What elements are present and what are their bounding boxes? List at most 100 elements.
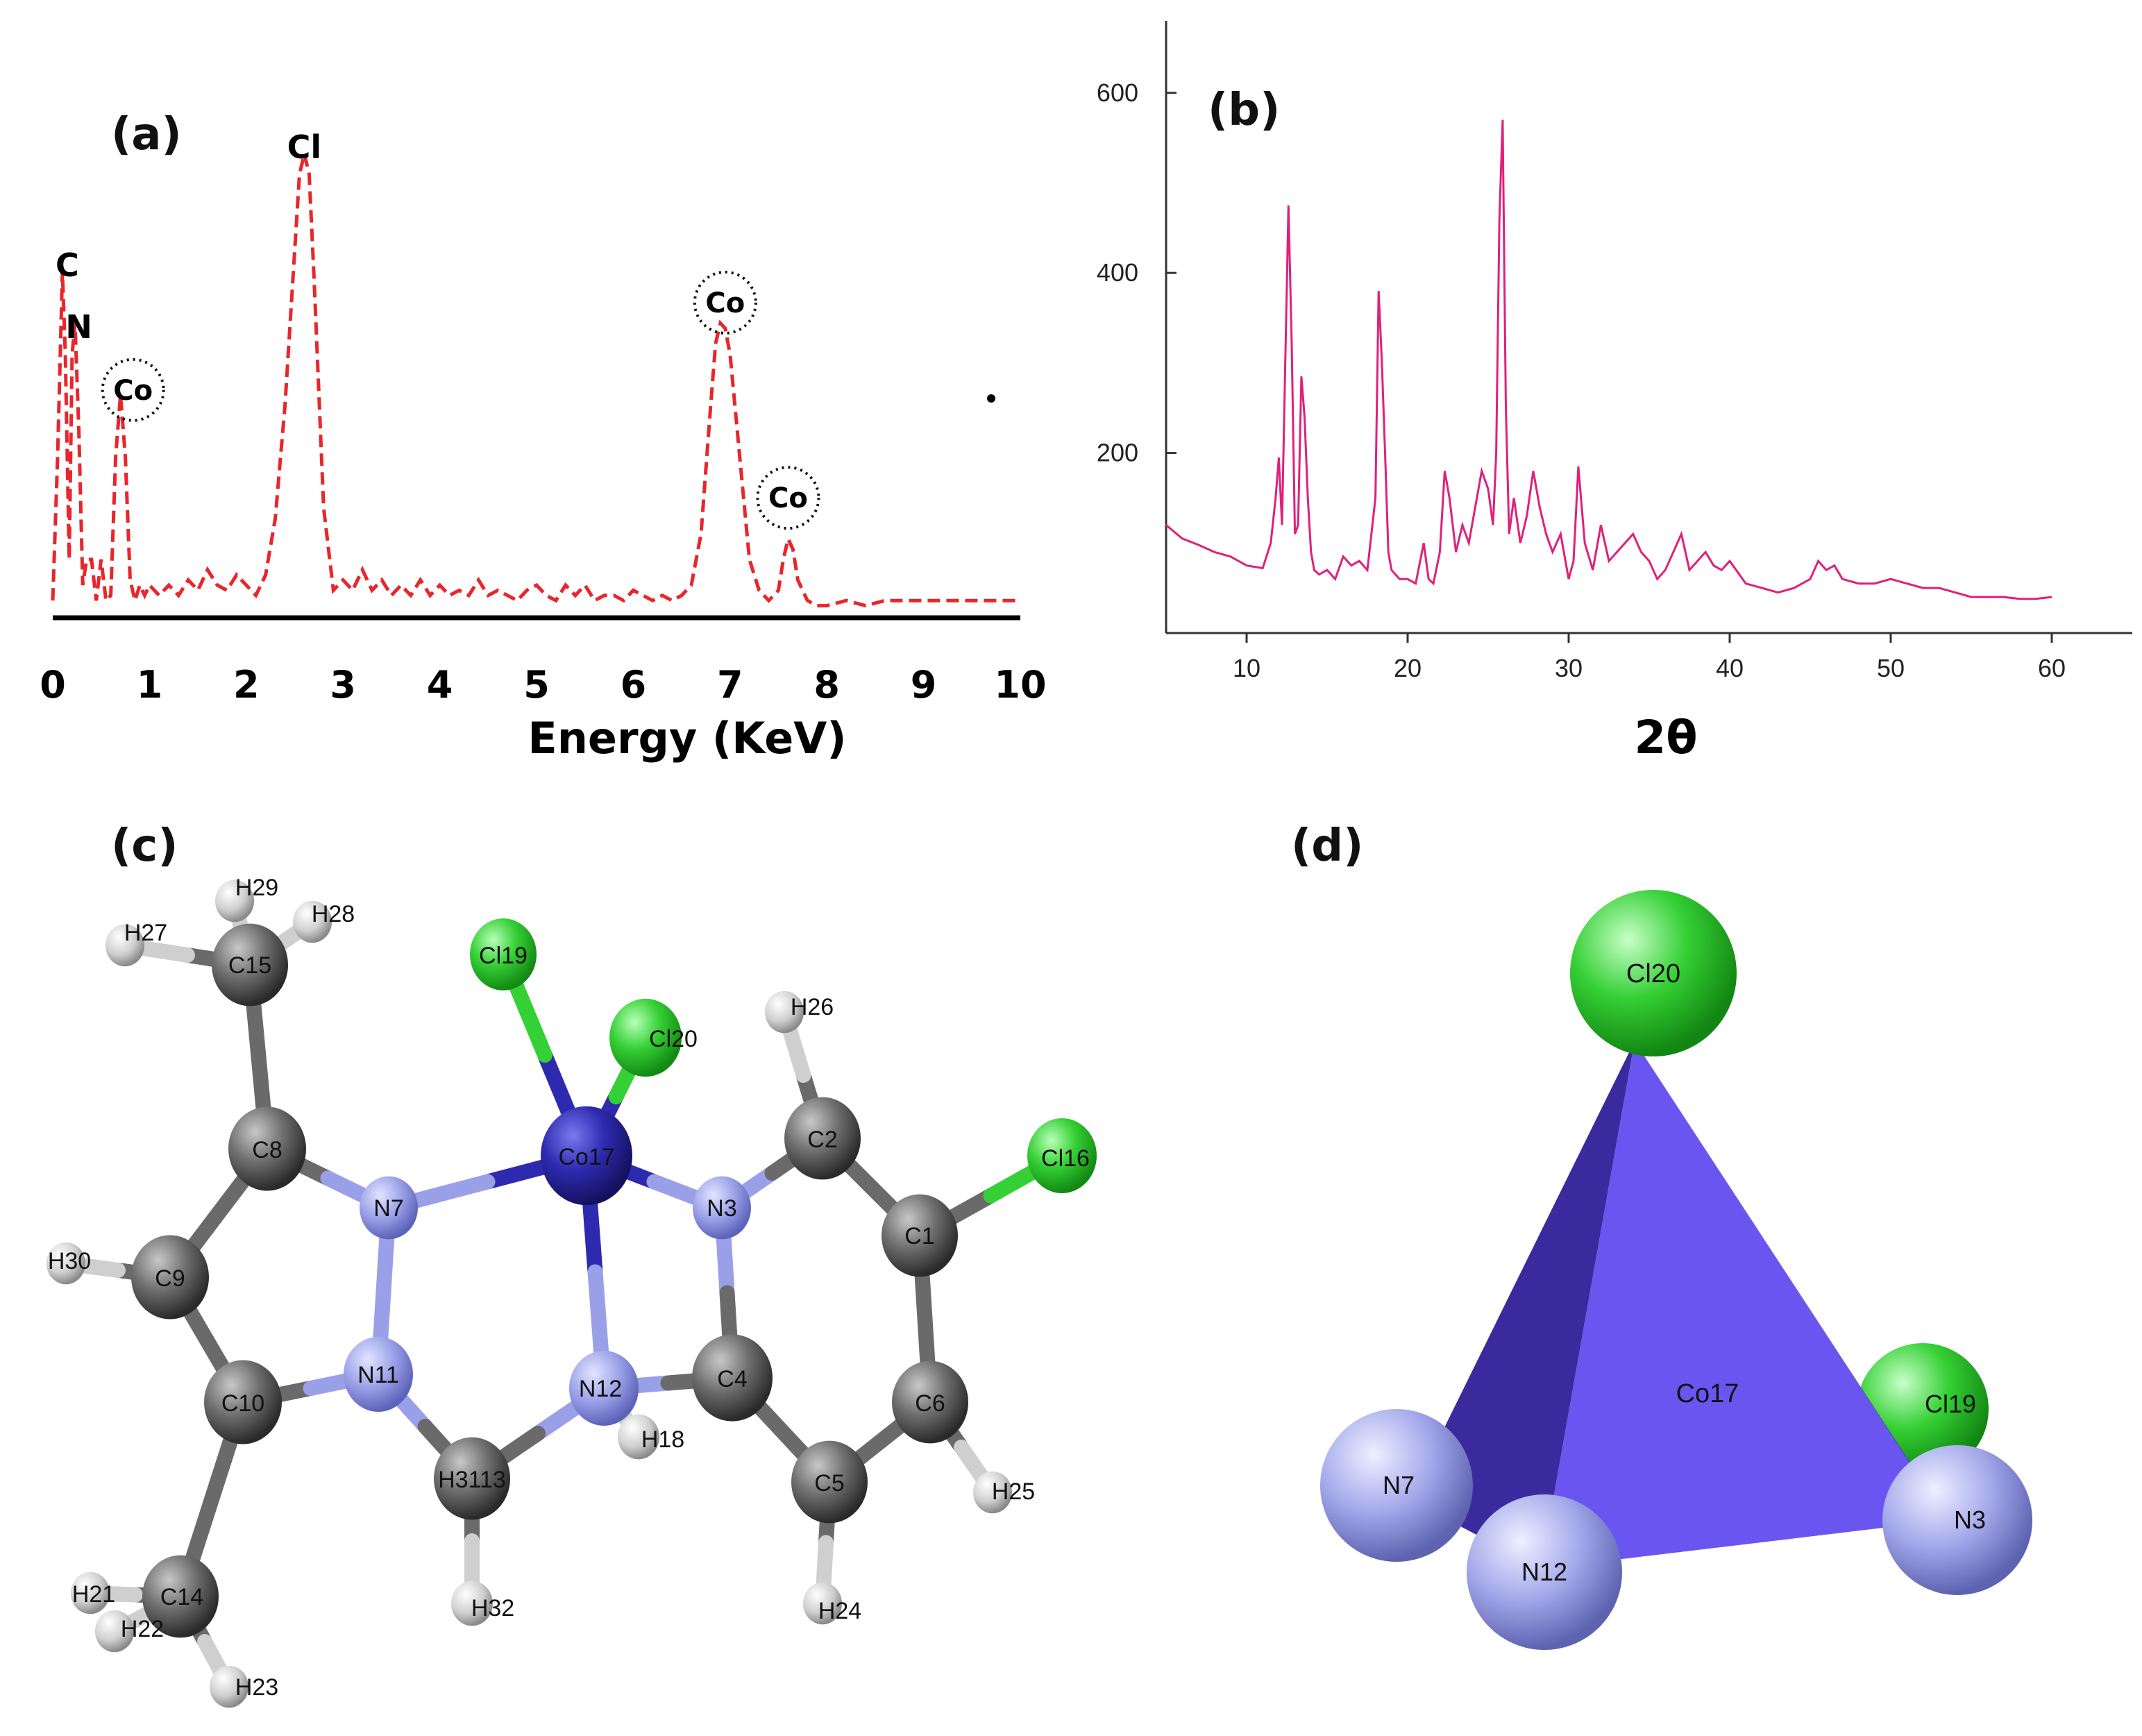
atom-label-H22: H22	[121, 1616, 164, 1642]
atom-label-H32: H32	[471, 1595, 514, 1621]
edx-peak-label-5: Co	[768, 482, 808, 514]
atom-label-N3: N3	[707, 1195, 736, 1222]
atom-C5	[791, 1440, 868, 1524]
edx-x-axis-label: Energy (KeV)	[528, 713, 846, 764]
xrd-x-tick-2: 30	[1555, 654, 1583, 682]
atom-label-H23: H23	[235, 1674, 278, 1701]
atom-H29	[215, 879, 254, 922]
edx-line-path	[51, 153, 1020, 608]
atom-label-C8: C8	[252, 1137, 282, 1163]
atom-N3	[1882, 1445, 2032, 1595]
atom-label-N7: N7	[1383, 1471, 1415, 1499]
atom-label-C5: C5	[814, 1470, 844, 1497]
xrd-y-tick-0: 200	[1097, 439, 1138, 467]
atom-H24	[803, 1582, 842, 1625]
atoms: Cl19 Cl20 Cl16 Co17 N7 N3 N11 N12 C15 C8 C9 C10 C14 C…	[47, 875, 1097, 1708]
atom-label-H27: H27	[124, 920, 167, 946]
atom-label-Co17: Co17	[558, 1144, 614, 1170]
atom-C1	[882, 1194, 958, 1277]
xrd-x-tick-0: 10	[1233, 654, 1260, 682]
atom-H22	[95, 1610, 134, 1653]
edx-peak-annotations: CN Co Cl Co Co	[56, 128, 820, 530]
atom-label-C9: C9	[155, 1265, 185, 1292]
atom-label-Cl19: Cl19	[479, 943, 528, 969]
edx-peak-circle-2	[101, 357, 165, 422]
edx-peak-label-3: Cl	[287, 128, 322, 166]
xrd-pattern-chart: 200 400 600 10 20 30 40 50 60 (b) 2θ	[1097, 21, 2132, 764]
atom-label-H29: H29	[235, 875, 278, 901]
atom-label-Cl16: Cl16	[1041, 1145, 1090, 1172]
atom-label-H26: H26	[791, 994, 834, 1020]
atom-label-C14: C14	[160, 1584, 203, 1610]
atom-label-H28: H28	[312, 901, 355, 927]
atom-label-H21: H21	[72, 1581, 115, 1608]
atom-label-H18: H18	[641, 1426, 684, 1453]
atom-N7	[360, 1176, 418, 1240]
atom-H27	[106, 924, 144, 967]
edx-x-tick-2: 2	[233, 663, 260, 707]
atom-C2	[784, 1097, 861, 1180]
atom-H28	[293, 900, 332, 943]
bonds	[58, 893, 1070, 1694]
edx-peak-label-1: N	[65, 308, 92, 346]
atom-C8	[228, 1106, 306, 1191]
atom-label-C1: C1	[904, 1223, 934, 1249]
atom-label-Cl19: Cl19	[1925, 1390, 1976, 1418]
atom-C4	[692, 1334, 773, 1422]
xrd-y-tick-labels: 200 400 600	[1097, 78, 1177, 467]
atom-N11	[344, 1337, 413, 1412]
atom-label-H31: H3113	[438, 1467, 506, 1493]
edx-x-tick-10: 10	[994, 663, 1046, 707]
atom-Cl20	[1570, 890, 1737, 1056]
xrd-x-tick-5: 60	[2038, 654, 2066, 682]
atom-label-C4: C4	[717, 1366, 747, 1392]
atom-H18	[618, 1414, 659, 1460]
panel-letter-b: (b)	[1208, 85, 1280, 136]
edx-x-tick-3: 3	[330, 663, 356, 707]
tetra-face-left	[1409, 1041, 1635, 1569]
atom-C15	[212, 923, 288, 1006]
atom-Cl19	[470, 918, 537, 991]
atom-C10	[204, 1360, 282, 1444]
atom-H21	[71, 1571, 110, 1615]
xrd-x-axis-label: 2θ	[1634, 711, 1697, 764]
edx-peak-label-2: Co	[113, 375, 153, 407]
xrd-series-line	[1165, 119, 2052, 600]
atom-label-C15: C15	[228, 952, 271, 979]
xrd-x-tick-3: 40	[1716, 654, 1744, 682]
atom-H31	[434, 1437, 510, 1520]
atom-label-N12: N12	[579, 1376, 622, 1402]
edx-peak-label-4: Co	[705, 287, 745, 319]
xrd-y-tick-2: 600	[1097, 78, 1138, 107]
molecular-structure-diagram: (c) Cl19 Cl20 Cl16 Co17 N7 N3 N11 N12 C15 C8 C9 C10…	[47, 820, 1097, 1708]
edx-x-tick-0: 0	[40, 663, 66, 707]
edx-x-tick-9: 9	[911, 663, 937, 707]
edx-peak-circle-5	[756, 466, 820, 530]
panel-letter-d: (d)	[1291, 820, 1363, 872]
atom-label-C2: C2	[807, 1127, 837, 1153]
edx-peak-label-0: C	[56, 246, 79, 284]
atom-N12	[1467, 1494, 1622, 1650]
atom-label-C10: C10	[221, 1390, 264, 1417]
atom-label-N11: N11	[357, 1362, 399, 1388]
atom-label-N12: N12	[1521, 1558, 1567, 1586]
atom-label-N7: N7	[373, 1195, 403, 1222]
xrd-x-tick-labels: 10 20 30 40 50 60	[1233, 633, 2066, 682]
xrd-x-tick-1: 20	[1394, 654, 1422, 682]
atom-H30	[47, 1242, 85, 1285]
atom-H32	[451, 1581, 493, 1626]
atom-label-H30: H30	[48, 1248, 91, 1274]
edx-series-line	[51, 153, 1020, 608]
tetra-face-right-edge	[1635, 1041, 1947, 1520]
atom-label-C6: C6	[915, 1390, 945, 1417]
atom-Co17	[541, 1106, 632, 1206]
edx-x-tick-5: 5	[523, 663, 550, 707]
atom-label-Co17: Co17	[1676, 1379, 1739, 1408]
tetra-face-front	[1541, 1041, 1947, 1569]
panel-letter-a: (a)	[111, 109, 182, 160]
atom-H26	[765, 991, 804, 1034]
atom-label-Cl20: Cl20	[1626, 959, 1680, 988]
edx-peak-circle-4	[693, 271, 757, 335]
atom-H25	[973, 1471, 1012, 1514]
stray-dot	[987, 394, 995, 403]
